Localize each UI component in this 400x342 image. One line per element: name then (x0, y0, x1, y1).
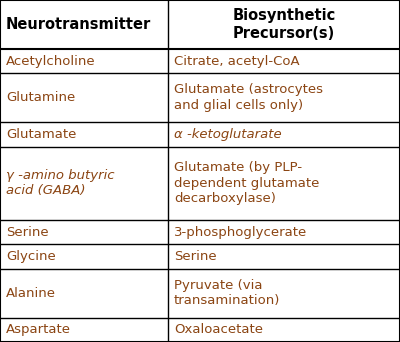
Text: Pyruvate (via
transamination): Pyruvate (via transamination) (174, 279, 280, 307)
Text: Glycine: Glycine (6, 250, 56, 263)
Text: Glutamate (astrocytes
and glial cells only): Glutamate (astrocytes and glial cells on… (174, 83, 323, 112)
Text: Biosynthetic
Precursor(s): Biosynthetic Precursor(s) (232, 8, 336, 41)
Text: Serine: Serine (6, 226, 49, 239)
Text: Citrate, acetyl-CoA: Citrate, acetyl-CoA (174, 55, 300, 68)
Text: α -ketoglutarate: α -ketoglutarate (174, 128, 282, 141)
Text: Aspartate: Aspartate (6, 323, 71, 336)
Text: Alanine: Alanine (6, 287, 56, 300)
Text: Serine: Serine (174, 250, 217, 263)
Text: 3-phosphoglycerate: 3-phosphoglycerate (174, 226, 307, 239)
Text: Glutamine: Glutamine (6, 91, 75, 104)
Text: γ -amino butyric
acid (GABA): γ -amino butyric acid (GABA) (6, 169, 114, 197)
Text: Glutamate: Glutamate (6, 128, 76, 141)
Text: Glutamate (by PLP-
dependent glutamate
decarboxylase): Glutamate (by PLP- dependent glutamate d… (174, 161, 319, 205)
Text: Acetylcholine: Acetylcholine (6, 55, 96, 68)
Text: Oxaloacetate: Oxaloacetate (174, 323, 263, 336)
Text: Neurotransmitter: Neurotransmitter (6, 17, 151, 32)
